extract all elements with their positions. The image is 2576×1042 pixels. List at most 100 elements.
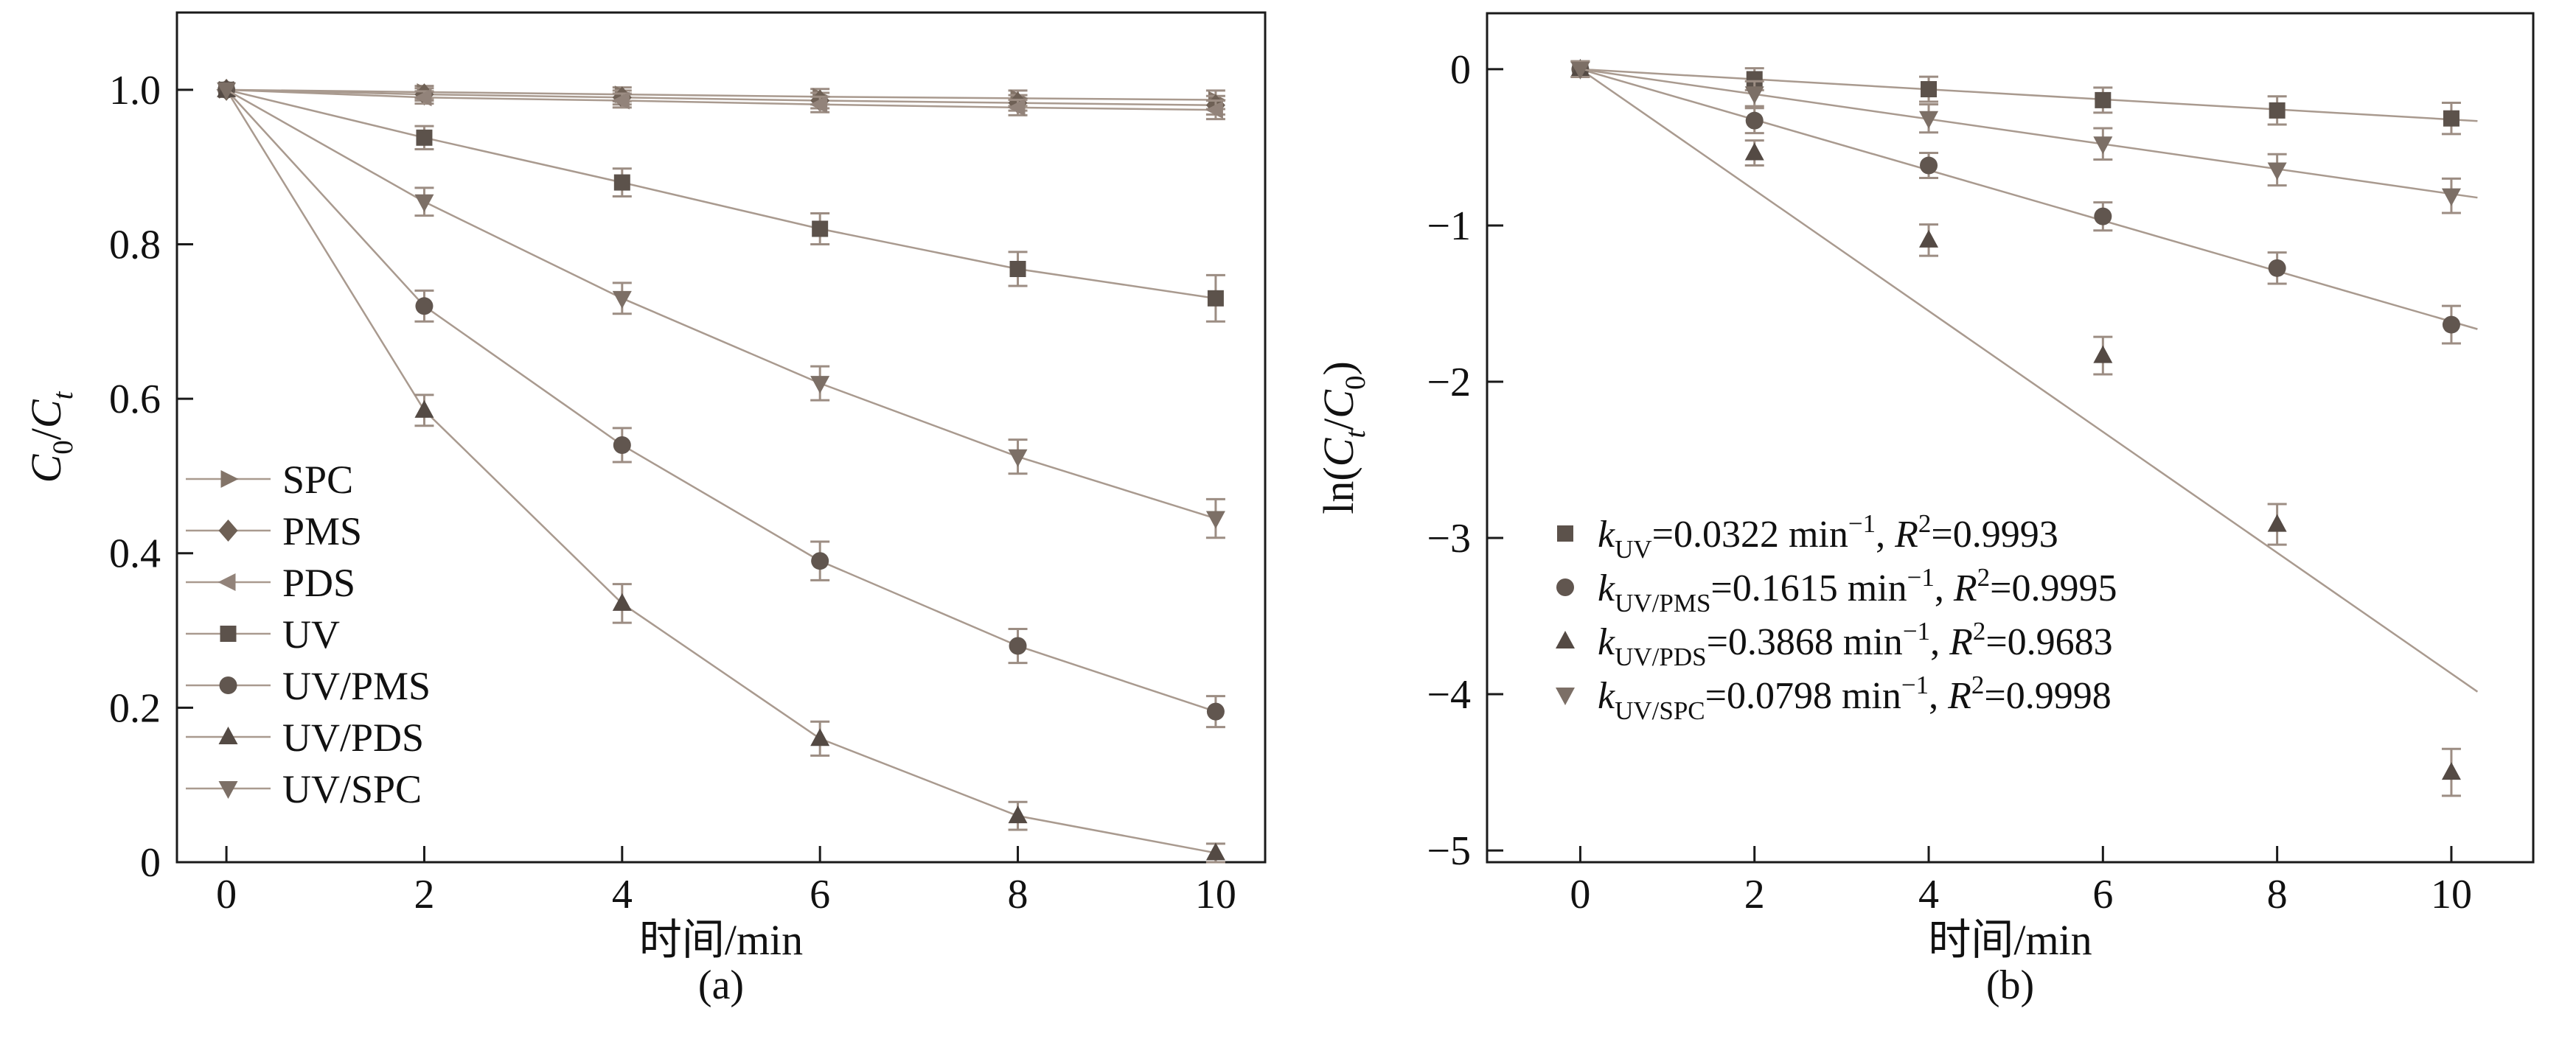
series-pms bbox=[217, 78, 1225, 116]
series-uv bbox=[218, 81, 1225, 323]
data-point bbox=[1007, 98, 1026, 116]
y-tick-label: −2 bbox=[1427, 360, 1471, 405]
panel-b-caption: (b) bbox=[1985, 962, 2035, 1008]
legend-label: kUV=0.0322 min−1, R2=0.9993 bbox=[1598, 509, 2058, 564]
series-pds bbox=[216, 80, 1225, 121]
data-point bbox=[1008, 805, 1028, 824]
legend: kUV=0.0322 min−1, R2=0.9993kUV/PMS=0.161… bbox=[1556, 509, 2117, 725]
data-point bbox=[1745, 111, 1764, 130]
y-tick-label: −4 bbox=[1427, 672, 1471, 718]
data-point bbox=[1921, 81, 1938, 98]
series-line bbox=[226, 89, 1216, 854]
data-point bbox=[415, 297, 434, 315]
series-line bbox=[226, 88, 1216, 107]
legend-item-uv-spc: kUV/SPC=0.0798 min−1, R2=0.9998 bbox=[1556, 671, 2112, 725]
data-point bbox=[1919, 229, 1939, 248]
x-tick-label: 4 bbox=[1918, 872, 1939, 917]
y-axis: 0 −1 −2 −3 −4 −5 bbox=[1427, 47, 1503, 874]
data-point bbox=[613, 174, 630, 191]
legend-item-pds: PDS bbox=[186, 561, 355, 605]
x-axis: 0 2 4 6 8 10 bbox=[1570, 846, 2472, 917]
legend-item-uv-spc: UV/SPC bbox=[186, 767, 422, 811]
legend-marker bbox=[1556, 688, 1575, 705]
y-tick-label: 0 bbox=[140, 840, 161, 886]
legend-label: PDS bbox=[282, 561, 355, 605]
x-tick-label: 6 bbox=[810, 872, 830, 917]
legend-label: UV/PDS bbox=[282, 716, 424, 760]
data-point bbox=[1205, 101, 1223, 119]
fit-line bbox=[1579, 68, 2479, 693]
data-point bbox=[812, 220, 829, 237]
data-point bbox=[414, 88, 432, 107]
x-tick-label: 10 bbox=[1195, 872, 1236, 917]
data-point bbox=[1009, 637, 1027, 655]
series-uv-pms bbox=[1570, 60, 2478, 345]
data-point bbox=[2441, 762, 2461, 780]
fit-line bbox=[1580, 68, 2478, 199]
x-axis-title: 时间/min bbox=[1928, 916, 2092, 964]
x-tick-label: 10 bbox=[2431, 872, 2472, 917]
series-uv-spc bbox=[217, 82, 1225, 539]
y-tick-label: 0.8 bbox=[109, 222, 161, 268]
legend-label: kUV/SPC=0.0798 min−1, R2=0.9998 bbox=[1598, 671, 2112, 725]
y-tick-label: −3 bbox=[1427, 516, 1471, 562]
legend-marker bbox=[218, 520, 238, 542]
data-point bbox=[2267, 514, 2287, 532]
panel-a-caption: (a) bbox=[697, 962, 745, 1008]
data-point bbox=[811, 552, 829, 570]
data-point bbox=[2095, 91, 2112, 108]
data-point bbox=[1205, 842, 1225, 861]
fit-line bbox=[1580, 68, 2478, 330]
legend-marker bbox=[220, 626, 237, 642]
legend-item-uv-pms: kUV/PMS=0.1615 min−1, R2=0.9995 bbox=[1556, 563, 2117, 618]
data-point bbox=[414, 399, 434, 418]
x-tick-label: 6 bbox=[2092, 872, 2113, 917]
data-point bbox=[810, 728, 830, 746]
legend-item-uv-pds: kUV/PDS=0.3868 min−1, R2=0.9683 bbox=[1556, 617, 2113, 671]
series-uv-pms bbox=[217, 80, 1225, 729]
y-tick-label: 1.0 bbox=[109, 68, 161, 113]
legend-item-pms: PMS bbox=[186, 509, 362, 553]
legend-label: UV/SPC bbox=[282, 767, 422, 811]
legend-marker bbox=[1557, 525, 1573, 542]
data-point bbox=[1205, 511, 1225, 529]
data-point bbox=[1744, 86, 1764, 105]
y-axis-title: ln(Ct/C0) bbox=[1315, 361, 1371, 514]
series-line bbox=[226, 88, 1216, 520]
legend-marker bbox=[217, 573, 236, 591]
panel-a-chart: 0 2 4 6 8 10 0 0.2 0.4 0.6 0.8 1.0 时间/min C0/Ct SPC PMS… bbox=[22, 11, 1267, 964]
panel-b-chart: 0 2 4 6 8 10 0 −1 −2 −3 −4 −5 时间/min ln(Ct/C0) kUV=0.0… bbox=[1315, 12, 2535, 964]
y-axis-title: C0/Ct bbox=[22, 391, 79, 483]
y-tick-label: −1 bbox=[1427, 203, 1471, 249]
data-point bbox=[1207, 290, 1224, 307]
y-tick-label: 0.2 bbox=[109, 685, 161, 731]
legend-label: SPC bbox=[282, 458, 353, 502]
data-point bbox=[2269, 102, 2286, 119]
legend-label: kUV/PDS=0.3868 min−1, R2=0.9683 bbox=[1598, 617, 2113, 671]
legend-item-uv-pds: UV/PDS bbox=[186, 716, 424, 760]
data-point bbox=[414, 194, 434, 212]
data-point bbox=[810, 95, 828, 113]
data-point bbox=[1919, 111, 1939, 129]
legend-marker bbox=[220, 470, 239, 488]
data-point bbox=[612, 290, 632, 309]
data-point bbox=[2093, 136, 2113, 155]
legend-label: UV bbox=[282, 612, 340, 657]
data-point bbox=[416, 129, 433, 146]
legend-label: UV/PMS bbox=[282, 664, 431, 708]
x-tick-label: 0 bbox=[216, 872, 237, 917]
data-point bbox=[217, 82, 237, 100]
legend-marker bbox=[1556, 631, 1575, 648]
series-line bbox=[226, 88, 1216, 300]
data-point bbox=[2441, 188, 2461, 206]
plot-frame bbox=[1486, 12, 2535, 864]
x-tick-label: 8 bbox=[1008, 872, 1028, 917]
series-uv bbox=[1570, 60, 2478, 136]
data-point bbox=[2442, 315, 2460, 334]
x-axis-title: 时间/min bbox=[639, 916, 803, 964]
data-point bbox=[1744, 142, 1764, 161]
y-tick-label: 0.4 bbox=[109, 531, 161, 577]
legend: SPC PMS PDS UV UV/PMS UV/PDS UV/SPC bbox=[186, 458, 431, 811]
x-axis: 0 2 4 6 8 10 bbox=[216, 846, 1236, 917]
